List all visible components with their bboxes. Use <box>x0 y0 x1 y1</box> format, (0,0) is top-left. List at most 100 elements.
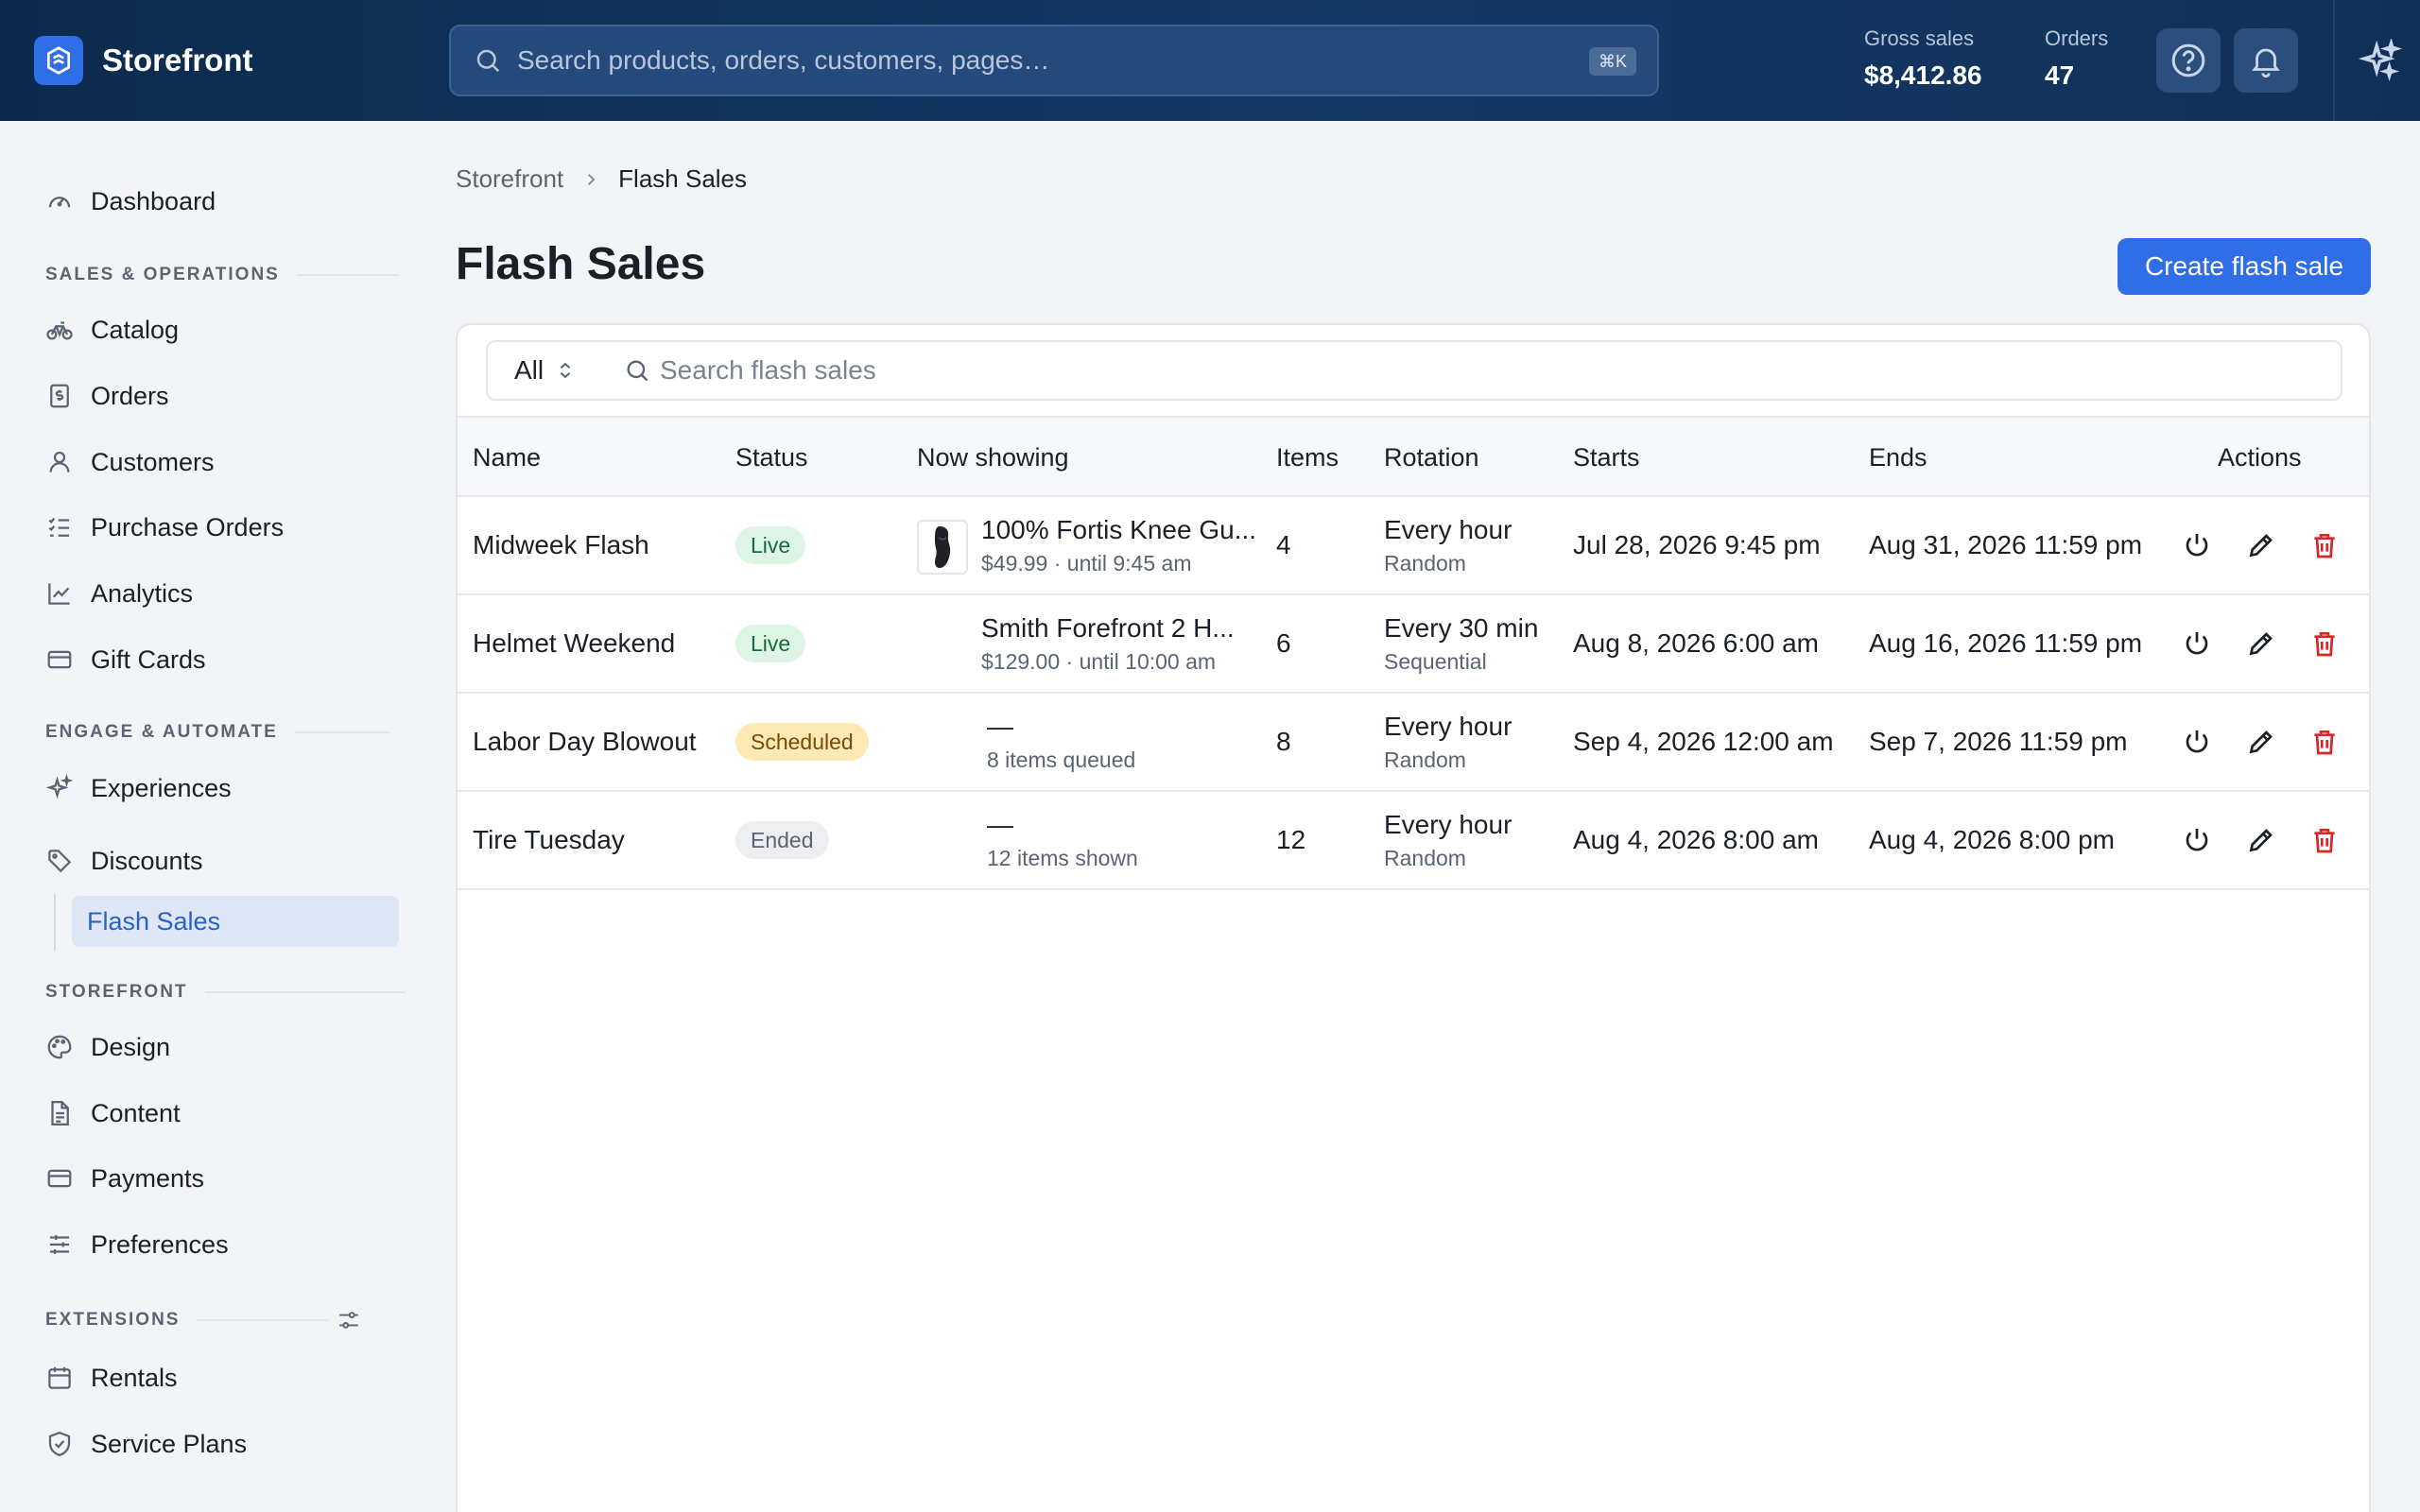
toggle-sale-button[interactable] <box>2180 528 2214 562</box>
page-title: Flash Sales <box>456 239 706 289</box>
sale-name-text: Labor Day Blowout <box>473 727 697 756</box>
toggle-sale-button[interactable] <box>2180 823 2214 857</box>
sidebar: Dashboard SALES & OPERATIONS Catalog Ord… <box>0 121 416 1512</box>
sidebar-item-design[interactable]: Design <box>45 1023 170 1071</box>
search-icon <box>627 360 648 382</box>
rotation-interval: Every hour <box>1384 711 1512 741</box>
edit-sale-button[interactable] <box>2244 627 2278 661</box>
sidebar-item-rentals-label: Rentals <box>91 1363 178 1392</box>
edit-sale-button[interactable] <box>2244 528 2278 562</box>
ends-text: Aug 31, 2026 11:59 pm <box>1869 530 2143 559</box>
items-count: 6 <box>1276 595 1291 692</box>
brand[interactable]: Storefront <box>34 36 253 85</box>
delete-sale-button[interactable] <box>2308 725 2342 759</box>
create-flash-sale-button[interactable]: Create flash sale <box>2118 238 2371 295</box>
trash-icon <box>2314 829 2335 853</box>
rotation-cell: Every hour Random <box>1384 497 1512 593</box>
delete-sale-button[interactable] <box>2308 823 2342 857</box>
submenu-indent-line <box>54 894 56 951</box>
sidebar-item-payments[interactable]: Payments <box>45 1155 204 1202</box>
column-header-name[interactable]: Name <box>473 442 542 472</box>
document-icon <box>51 1101 69 1125</box>
sidebar-item-orders[interactable]: Orders <box>45 372 169 420</box>
edit-sale-button[interactable] <box>2244 725 2278 759</box>
column-header-items[interactable]: Items <box>1276 442 1340 472</box>
product-thumbnail <box>917 520 968 575</box>
now-showing-title: 100% Fortis Knee Gu... <box>981 514 1257 544</box>
user-icon <box>49 451 70 472</box>
pencil-icon <box>2249 730 2273 754</box>
now-showing-cell: 100% Fortis Knee Gu... $49.99 · until 9:… <box>917 497 1256 593</box>
sidebar-item-rentals[interactable]: Rentals <box>45 1354 178 1401</box>
flash-sales-search-input[interactable]: Search flash sales <box>624 355 876 386</box>
edit-sale-button[interactable] <box>2244 823 2278 857</box>
delete-sale-button[interactable] <box>2308 528 2342 562</box>
table-row[interactable]: Helmet Weekend Live Smith Forefront 2 H.… <box>458 595 2369 694</box>
starts-text: Sep 4, 2026 12:00 am <box>1573 727 1834 756</box>
column-header-now-showing[interactable]: Now showing <box>917 442 1069 472</box>
power-icon <box>2186 632 2208 655</box>
sale-name: Helmet Weekend <box>473 595 675 692</box>
pencil-icon <box>2249 534 2273 558</box>
starts-cell: Aug 8, 2026 6:00 am <box>1573 595 1819 692</box>
column-header-status[interactable]: Status <box>735 442 808 472</box>
sale-name-text: Tire Tuesday <box>473 825 625 854</box>
sidebar-item-purchase-orders[interactable]: Purchase Orders <box>45 504 284 551</box>
help-button[interactable] <box>2156 28 2221 93</box>
column-header-rotation[interactable]: Rotation <box>1384 442 1479 472</box>
column-header-starts[interactable]: Starts <box>1573 442 1640 472</box>
items-count: 8 <box>1276 694 1291 790</box>
status-badge: Live <box>735 526 806 564</box>
now-showing-cell: Smith Forefront 2 H... $129.00 · until 1… <box>917 595 1238 692</box>
delete-sale-button[interactable] <box>2308 627 2342 661</box>
sidebar-item-content[interactable]: Content <box>45 1090 181 1137</box>
palette-icon <box>47 1035 72 1059</box>
ends-text: Sep 7, 2026 11:59 pm <box>1869 727 2128 756</box>
global-search-placeholder: Search products, orders, customers, page… <box>517 45 1050 75</box>
sidebar-item-analytics-label: Analytics <box>91 578 194 608</box>
extensions-settings-icon[interactable] <box>337 1308 361 1332</box>
breadcrumb-root-link[interactable]: Storefront <box>456 164 564 193</box>
sidebar-item-catalog[interactable]: Catalog <box>45 306 179 353</box>
sidebar-item-flash-sales-label: Flash Sales <box>87 906 221 936</box>
tag-icon <box>48 850 72 873</box>
rotation-mode: Sequential <box>1384 648 1487 674</box>
status-filter-select[interactable]: All <box>488 355 620 386</box>
brand-name: Storefront <box>102 43 253 77</box>
orders-stat: Orders 47 <box>2045 26 2108 91</box>
sidebar-item-flash-sales[interactable]: Flash Sales <box>72 896 399 947</box>
items-count-text: 6 <box>1276 628 1291 658</box>
now-showing-title: — <box>987 711 1013 741</box>
ends-cell: Sep 7, 2026 11:59 pm <box>1869 694 2127 790</box>
sidebar-item-service-plans[interactable]: Service Plans <box>45 1420 247 1468</box>
sidebar-item-experiences[interactable]: Experiences <box>45 765 232 812</box>
now-showing-subtitle: $129.00 · until 10:00 am <box>981 648 1217 674</box>
sidebar-item-gift-cards[interactable]: Gift Cards <box>45 636 206 683</box>
sidebar-item-discounts-label: Discounts <box>91 846 203 875</box>
table-row[interactable]: Tire Tuesday Ended — 12 items shown 12 E… <box>458 792 2369 890</box>
toggle-sale-button[interactable] <box>2180 627 2214 661</box>
gross-sales-value: $8,412.86 <box>1864 60 1982 90</box>
column-header-ends[interactable]: Ends <box>1869 442 1927 472</box>
global-search-input[interactable]: Search products, orders, customers, page… <box>449 25 1659 96</box>
sidebar-item-dashboard[interactable]: Dashboard <box>45 178 216 225</box>
toggle-sale-button[interactable] <box>2180 725 2214 759</box>
sale-name: Tire Tuesday <box>473 792 625 888</box>
sidebar-item-discounts[interactable]: Discounts <box>45 837 203 885</box>
now-showing-cell: — 12 items shown <box>917 792 1238 888</box>
sidebar-item-customers-label: Customers <box>91 447 215 476</box>
ends-cell: Aug 16, 2026 11:59 pm <box>1869 595 2142 692</box>
now-showing-title: Smith Forefront 2 H... <box>981 612 1235 643</box>
orders-label: Orders <box>2045 26 2109 50</box>
table-row[interactable]: Labor Day Blowout Scheduled — 8 items qu… <box>458 694 2369 792</box>
notifications-button[interactable] <box>2234 28 2298 93</box>
status-cell: Scheduled <box>735 694 869 790</box>
ends-text: Aug 4, 2026 8:00 pm <box>1869 825 2115 854</box>
table-row[interactable]: Midweek Flash Live 100% Fortis Knee Gu..… <box>458 497 2369 595</box>
now-showing-cell: — 8 items queued <box>917 694 1238 790</box>
sidebar-item-preferences[interactable]: Preferences <box>45 1221 229 1268</box>
sidebar-item-customers[interactable]: Customers <box>45 438 215 486</box>
ai-assistant-button[interactable] <box>2352 32 2409 89</box>
rotation-mode: Random <box>1384 550 1466 576</box>
sidebar-item-analytics[interactable]: Analytics <box>45 570 193 617</box>
